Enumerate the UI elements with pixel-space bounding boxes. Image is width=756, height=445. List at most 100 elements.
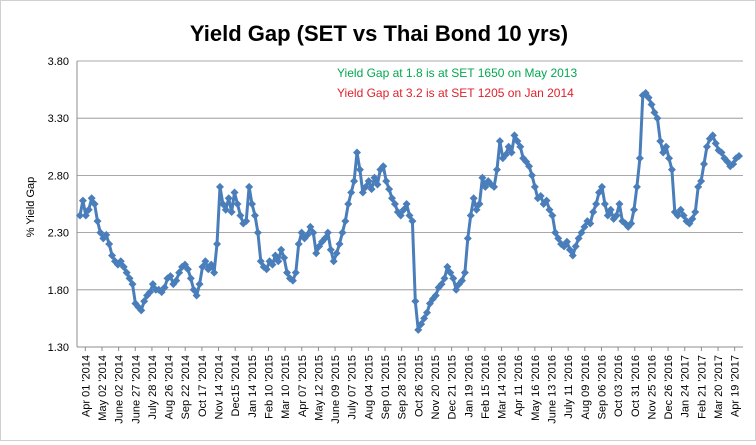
data-point [364, 177, 373, 186]
data-point [329, 257, 338, 266]
data-point [647, 100, 656, 109]
data-point [717, 148, 726, 157]
data-point [466, 211, 475, 220]
data-point [338, 228, 347, 237]
data-point [408, 217, 417, 226]
data-point [78, 196, 87, 205]
data-point [577, 228, 586, 237]
data-point [402, 200, 411, 208]
data-point [213, 240, 222, 249]
data-point [568, 251, 577, 260]
data-point [603, 211, 612, 220]
data-point [481, 182, 490, 191]
data-point [422, 308, 431, 317]
data-point [76, 211, 84, 220]
data-point [166, 272, 175, 281]
data-point [218, 200, 227, 208]
data-point [288, 276, 297, 285]
x-tick-label: Mar 14 '2016 [497, 355, 509, 419]
data-point [414, 325, 423, 334]
data-point [90, 200, 99, 208]
x-tick-label: Sep 28 '2015 [397, 355, 409, 420]
data-point [440, 274, 449, 283]
data-point [201, 257, 210, 266]
data-point [504, 142, 513, 151]
data-point [183, 265, 192, 274]
data-point [390, 200, 399, 208]
data-point [172, 276, 181, 285]
data-point [119, 262, 128, 271]
data-point [656, 137, 665, 146]
data-point [399, 205, 408, 214]
data-point [353, 148, 362, 157]
x-tick-label: Feb 21 '2017 [696, 355, 708, 419]
data-point [370, 173, 379, 182]
data-point [463, 234, 472, 243]
data-point [627, 219, 636, 228]
data-point [116, 257, 125, 266]
data-point [186, 274, 195, 283]
data-point [245, 182, 254, 191]
x-tick-label: May 16 '2016 [530, 355, 542, 421]
x-tick-label: Aug 09 '2016 [580, 355, 592, 420]
data-point [530, 182, 539, 191]
data-point [277, 245, 286, 254]
y-axis-title: % Yield Gap [25, 177, 37, 238]
data-point [437, 280, 446, 289]
data-point [96, 228, 105, 237]
axes: 1.30 1.80 2.30 2.80 3.30 3.80 Apr 01 '2014 May … [48, 56, 743, 424]
data-point [367, 185, 376, 194]
data-point [702, 142, 711, 151]
x-tick-label: Aug 26 '2014 [164, 355, 176, 420]
x-tick-label: Nov 14 '2014 [214, 355, 226, 419]
data-point [207, 260, 216, 269]
series-line [78, 91, 741, 332]
data-point [84, 205, 93, 214]
data-point [250, 211, 259, 220]
x-tick-label: Apr 11 '2016 [513, 355, 525, 416]
data-point [326, 245, 335, 254]
data-point [122, 268, 131, 277]
data-point [700, 159, 709, 168]
data-point [452, 285, 461, 294]
data-point [460, 268, 469, 277]
data-point [694, 182, 703, 191]
x-tick-label: Nov 20 '2015 [430, 355, 442, 419]
data-point [457, 276, 466, 285]
data-point [140, 297, 149, 306]
data-point [548, 211, 557, 220]
data-point [472, 205, 481, 214]
data-point [102, 230, 111, 239]
data-point [344, 200, 353, 208]
data-point [224, 194, 233, 203]
data-point [347, 188, 356, 197]
data-point [417, 320, 426, 329]
data-point [644, 93, 653, 102]
x-tick-label: May 02 '2014 [97, 355, 109, 421]
x-tick-label: Mar 10 '2015 [280, 355, 292, 419]
data-point [198, 262, 207, 271]
data-point [268, 260, 277, 269]
x-tick-label: Sep 06 '2016 [596, 355, 608, 420]
data-point [659, 148, 668, 157]
data-point [262, 265, 271, 274]
data-point [309, 228, 318, 237]
data-point [274, 257, 283, 266]
y-tick-label: 2.80 [48, 170, 69, 182]
data-point [691, 208, 700, 217]
data-point [373, 180, 382, 189]
data-point [81, 211, 90, 220]
data-point [571, 242, 580, 251]
data-point [653, 114, 662, 123]
y-tick-label: 2.30 [48, 228, 69, 240]
x-tick-label: Jan 24 '2017 [680, 355, 692, 418]
data-point [595, 188, 604, 197]
data-point [253, 228, 262, 237]
data-point [230, 188, 239, 197]
chart-title: Yield Gap (SET vs Thai Bond 10 yrs) [190, 21, 568, 46]
data-point [382, 177, 391, 186]
data-point [525, 162, 534, 171]
data-point [676, 205, 685, 214]
series-yield-gap [76, 89, 743, 334]
